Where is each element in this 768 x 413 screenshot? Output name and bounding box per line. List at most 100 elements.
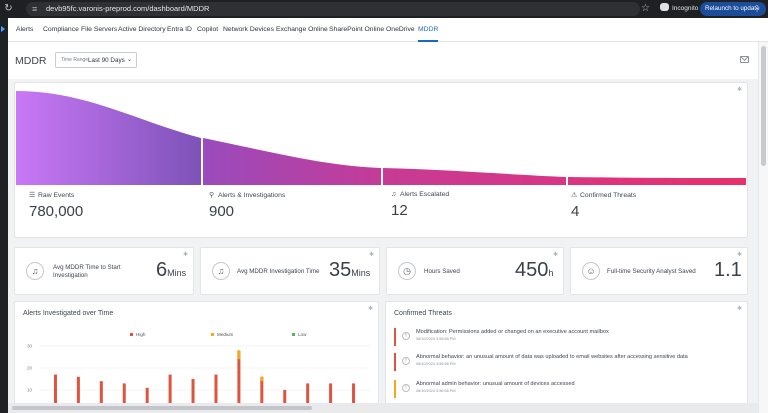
incognito-icon [660,3,669,11]
legend-swatch [292,333,295,336]
bell-icon: ♫ [26,262,44,280]
tab-entra-id[interactable]: Entra ID [167,26,192,33]
vertical-scrollbar[interactable] [758,42,768,413]
kpi-analyst-saved: ✱ ☺ Full-time Security Analyst Saved 1.1 [570,247,748,295]
card-options-icon[interactable]: ✱ [737,306,743,312]
alert-icon: ! [402,384,410,392]
email-report-icon[interactable] [740,56,749,63]
bar-medium[interactable] [237,350,241,360]
bar-high[interactable] [214,374,218,412]
kpi-label: Avg MDDR Investigation Time [237,268,320,275]
kpi-number: 6 [156,259,168,281]
legend-item-low[interactable]: Low [292,332,306,337]
time-range-value: Last 90 Days [88,57,125,64]
funnel-segment-confirmed-threats [568,177,746,185]
funnel-graphic [16,91,746,185]
mddr-funnel-card: ✱ ☰ Raw Events 780,000 ⚲ Alerts & Investig… [14,82,748,238]
tab-sharepoint-online[interactable]: SharePoint Online [329,26,385,33]
legend-swatch [211,333,214,336]
bar-high[interactable] [306,383,310,412]
kpi-unit: Mins [351,268,371,278]
legend-item-medium[interactable]: Medium [211,332,233,337]
horizontal-scrollbar[interactable] [8,403,758,413]
relaunch-label: Relaunch to update [705,5,760,12]
threat-item[interactable]: ! Abnormal behavior: an unusual amount o… [394,353,740,371]
metric-confirmed-threats: ⚠ Confirmed Threats 4 [571,191,751,220]
kpi-unit: Mins [167,268,187,278]
left-edge-panel [0,18,8,413]
metric-alerts-escalated: ♫ Alerts Escalated 12 [391,191,571,219]
scrollbar-thumb[interactable] [12,406,312,410]
kpi-label: Avg MDDR Time to Start Investigation [53,264,121,279]
kpi-value: 35Mins [329,259,370,282]
severity-bar [394,353,396,371]
bell-icon: ♫ [391,191,397,198]
card-options-icon[interactable]: ✱ [737,87,743,93]
tab-copilot[interactable]: Copilot [197,26,219,33]
legend-item-high[interactable]: High [130,332,145,337]
incognito-indicator[interactable]: Incognito [660,3,698,15]
kpi-label: Hours Saved [424,268,460,275]
metric-alerts-investigations: ⚲ Alerts & Investigations 900 [209,191,389,220]
card-options-icon[interactable]: ✱ [368,306,374,312]
bar-high[interactable] [168,374,172,412]
bar-high[interactable] [53,374,57,412]
tab-alerts[interactable]: Alerts [16,26,34,33]
card-title: Alerts Investigated over Time [23,310,114,317]
kpi-value: 1.1 [714,259,742,282]
kpi-investigation-time: ✱ ♫ Avg MDDR Investigation Time 35Mins [200,247,380,295]
top-navigation: Alerts Compliance File Servers Active Di… [8,18,768,42]
relaunch-button[interactable]: Relaunch to update ⋮ [700,2,766,16]
threat-item[interactable]: ! Modification: Permissions added or cha… [394,328,740,346]
confirmed-threats-card: Confirmed Threats ✱ ! Modification: Perm… [385,301,748,413]
metric-label: Raw Events [38,192,75,199]
site-info-icon[interactable]: ≡ [32,4,38,14]
kpi-label: Full-time Security Analyst Saved [607,268,696,275]
card-options-icon[interactable]: ✱ [737,252,743,258]
threat-date: 08/10/2024 3:56:58 PM [416,389,456,393]
y-tick-label: 30 [27,344,33,349]
kpi-value: 6Mins [156,259,186,282]
bar-high[interactable] [237,350,241,404]
bookmark-star-icon[interactable]: ☆ [641,3,650,14]
scrollbar-thumb[interactable] [761,46,766,166]
bar-high[interactable] [283,390,287,412]
card-options-icon[interactable]: ✱ [183,252,189,258]
bar-high[interactable] [99,381,103,412]
tab-exchange-online[interactable]: Exchange Online [276,26,328,33]
browser-toolbar: ↻ ≡ devb95fc.varonis-preprod.com/dashboa… [0,0,768,18]
metric-label: Confirmed Threats [580,192,637,199]
legend-label: Medium [217,332,234,337]
funnel-segment-alerts-investigations [203,138,381,185]
time-range-select[interactable]: Time Range Last 90 Days ⌄ [55,52,137,68]
card-options-icon[interactable]: ✱ [369,252,375,258]
bar-high[interactable] [352,383,356,412]
tab-file-servers[interactable]: File Servers [81,26,118,33]
threat-item[interactable]: ! Abnormal admin behavior: unusual amoun… [394,380,740,398]
card-options-icon[interactable]: ✱ [553,252,559,258]
metric-value: 900 [209,203,235,220]
threat-date: 08/10/2024 3:56:58 PM [416,362,456,366]
kpi-time-to-start: ✱ ♫ Avg MDDR Time to Start Investigation… [14,247,194,295]
bell-icon: ♫ [212,262,230,280]
expand-arrow-icon[interactable] [1,26,5,32]
bar-medium[interactable] [260,376,264,382]
address-bar[interactable]: ≡ devb95fc.varonis-preprod.com/dashboard… [26,2,640,16]
bar-high[interactable] [191,379,195,412]
url-text: devb95fc.varonis-preprod.com/dashboard/M… [46,4,210,13]
tab-compliance[interactable]: Compliance [43,26,79,33]
tab-onedrive[interactable]: OneDrive [386,26,415,33]
bar-high[interactable] [145,387,149,412]
tab-mddr[interactable]: MDDR [418,18,439,42]
tab-active-directory[interactable]: Active Directory [118,26,166,33]
metric-raw-events: ☰ Raw Events 780,000 [29,191,209,220]
tab-network-devices[interactable]: Network Devices [223,26,274,33]
reload-icon[interactable]: ↻ [4,3,13,14]
bar-high[interactable] [329,383,333,412]
funnel-segment-raw-events [16,91,201,185]
bar-high[interactable] [260,376,264,408]
metric-value: 780,000 [29,203,84,220]
incognito-label: Incognito [672,5,699,12]
bar-high[interactable] [76,376,80,412]
bar-high[interactable] [122,383,126,412]
